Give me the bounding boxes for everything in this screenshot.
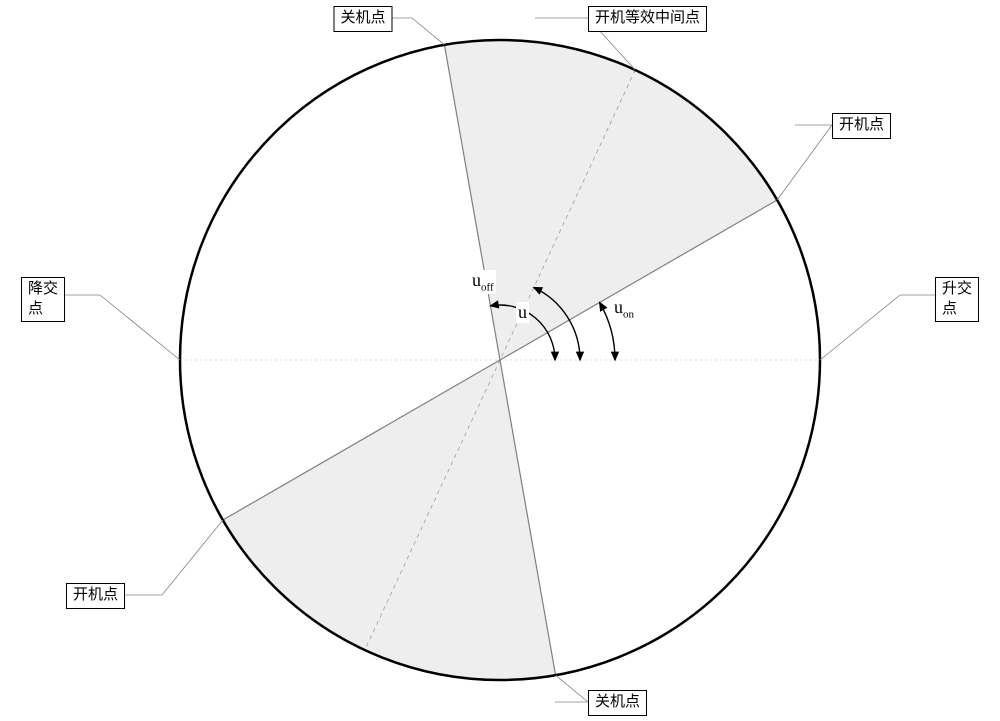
leader-desc-node — [100, 295, 180, 360]
leader-startup-right — [777, 125, 832, 200]
label-shutdown-bottom: 关机点 — [588, 690, 647, 716]
label-u-on: uon — [612, 297, 636, 321]
label-ascending-node: 升交 点 — [935, 277, 979, 322]
label-equiv-mid: 开机等效中间点 — [588, 6, 707, 32]
label-shutdown-top: 关机点 — [333, 6, 392, 32]
label-startup-bottom: 开机点 — [66, 583, 125, 609]
diagram-container: 关机点 开机等效中间点 开机点 升交 点 降交 点 开机点 关机点 uoff u… — [0, 0, 1000, 721]
leader-shutdown-bottom — [556, 675, 588, 702]
leader-startup-bottom — [162, 520, 223, 595]
sector-top — [444, 40, 777, 360]
leader-shutdown-top — [412, 18, 444, 45]
orbit-diagram-svg — [0, 0, 1000, 721]
sector-bottom — [223, 360, 556, 680]
label-u: u — [516, 302, 529, 323]
label-u-off: uoff — [470, 270, 496, 294]
label-descending-node: 降交 点 — [21, 277, 65, 322]
leader-asc-node — [820, 295, 900, 360]
label-startup-right: 开机点 — [832, 113, 891, 139]
